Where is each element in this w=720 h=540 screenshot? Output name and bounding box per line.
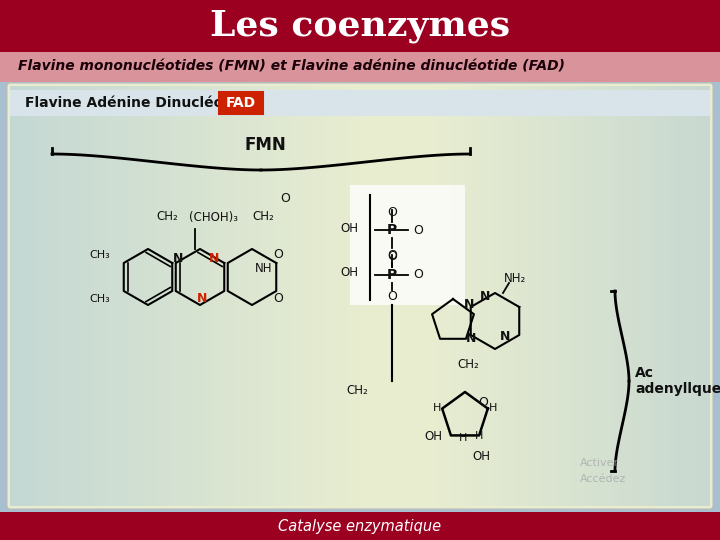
Text: OH: OH	[472, 449, 490, 462]
Text: O: O	[413, 224, 423, 237]
Text: OH: OH	[424, 429, 442, 442]
Text: N: N	[500, 330, 510, 343]
Text: N: N	[464, 299, 474, 312]
Text: O: O	[387, 251, 397, 264]
Text: FAD: FAD	[226, 96, 256, 110]
Text: H: H	[474, 431, 483, 441]
Text: N: N	[173, 253, 183, 266]
Text: N: N	[197, 293, 207, 306]
Text: O: O	[387, 206, 397, 219]
Text: CH₂: CH₂	[346, 384, 368, 397]
Text: H: H	[489, 403, 498, 413]
Text: Les coenzymes: Les coenzymes	[210, 9, 510, 43]
FancyBboxPatch shape	[219, 92, 263, 114]
Text: H: H	[459, 433, 467, 443]
Text: N: N	[480, 291, 490, 303]
Text: N: N	[466, 333, 476, 346]
Text: O: O	[413, 268, 423, 281]
Text: CH₃: CH₃	[89, 294, 110, 304]
Bar	[0, 512, 720, 540]
FancyBboxPatch shape	[7, 83, 713, 509]
Text: O: O	[273, 293, 283, 306]
Text: NH₂: NH₂	[504, 273, 526, 286]
Text: H: H	[433, 403, 441, 413]
Text: CH₃: CH₃	[89, 250, 110, 260]
Text: P: P	[387, 268, 397, 282]
Text: P: P	[387, 223, 397, 237]
Text: Catalyse enzymatique: Catalyse enzymatique	[279, 518, 441, 534]
Text: Flavine Adénine Dinucléotide:: Flavine Adénine Dinucléotide:	[25, 96, 259, 110]
Text: Flavine mononucléotides (FMN) et Flavine adénine dinucléotide (FAD): Flavine mononucléotides (FMN) et Flavine…	[18, 60, 565, 74]
Text: Accédez: Accédez	[580, 474, 626, 484]
Text: O: O	[273, 248, 283, 261]
Bar	[0, 82, 720, 512]
Text: CH₂: CH₂	[156, 211, 178, 224]
Text: O: O	[280, 192, 290, 206]
Text: FMN: FMN	[244, 136, 286, 154]
Text: O: O	[387, 249, 397, 262]
Text: NH: NH	[256, 262, 273, 275]
Bar	[10, 90, 710, 116]
Text: O: O	[478, 395, 488, 408]
Text: O: O	[387, 291, 397, 303]
Bar	[0, 52, 720, 82]
Bar	[350, 185, 465, 305]
Text: (CHOH)₃: (CHOH)₃	[189, 211, 238, 224]
Text: Ac
adenyllque: Ac adenyllque	[635, 366, 720, 396]
Text: CH₂: CH₂	[252, 211, 274, 224]
Text: CH₂: CH₂	[457, 357, 479, 370]
Text: N: N	[209, 253, 219, 266]
Text: Activer: Activer	[580, 458, 619, 468]
Text: OH: OH	[340, 221, 358, 234]
Text: OH: OH	[340, 267, 358, 280]
Bar	[0, 0, 720, 52]
